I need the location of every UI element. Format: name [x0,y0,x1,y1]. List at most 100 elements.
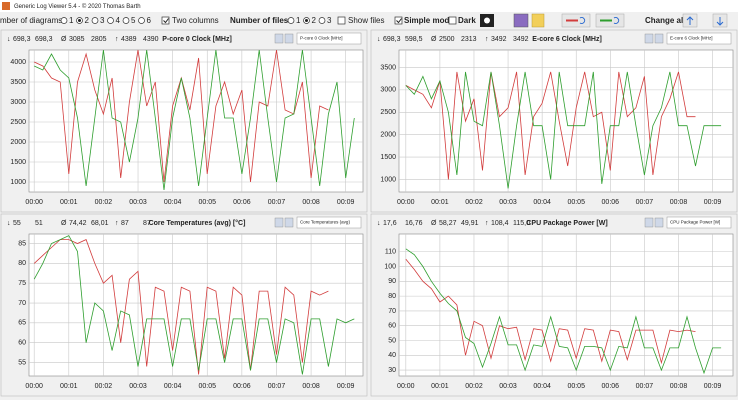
simple-mode-checkbox[interactable] [394,16,403,25]
y-tick-label: 70 [18,300,26,307]
two-columns-label: Two columns [172,16,219,25]
refresh-icon [579,17,586,24]
stat-value: 2805 [91,36,107,43]
stat-symbol: ↓ [377,36,381,43]
x-tick-label: 00:01 [60,383,78,390]
dark-checkbox[interactable] [448,16,457,25]
two-columns-checkbox[interactable] [161,16,170,25]
y-tick-label: 1000 [380,176,396,183]
stat-symbol: ↑ [115,36,119,43]
radio[interactable] [122,17,130,24]
stat-symbol: Ø [431,220,437,227]
series-line [405,248,722,375]
stat-value: 51 [35,220,43,227]
stat-symbol: Ø [431,36,437,43]
x-tick-label: 00:01 [60,199,78,206]
stat-value: 16,76 [405,220,423,227]
y-tick-label: 60 [18,340,26,347]
radio[interactable] [318,17,326,24]
window-title: Generic Log Viewer 5.4 - © 2020 Thomas B… [14,3,141,10]
y-tick-label: 3500 [10,79,26,86]
x-tick-label: 00:05 [567,199,585,206]
stat-value: 58,27 [439,220,457,227]
x-tick-label: 00:09 [704,383,722,390]
x-tick-label: 00:04 [164,199,182,206]
save-button[interactable] [513,13,529,28]
y-tick-label: 75 [18,280,26,287]
refresh-icon [613,17,620,24]
x-tick-label: 00:03 [499,199,517,206]
stat-value: 17,6 [383,220,397,227]
series-line [405,71,696,180]
title-bar [0,0,738,12]
radio[interactable] [107,17,114,24]
radio[interactable] [287,17,295,24]
x-tick-label: 00:06 [233,199,251,206]
y-tick-label: 55 [18,359,26,366]
selector-text: Core Temperatures (avg) [300,220,350,225]
series-selector[interactable] [666,32,732,45]
icon [274,217,284,228]
chart-title: E-core 6 Clock [MHz] [532,36,602,43]
check [163,18,169,24]
stat-value: 698,3 [383,36,401,43]
y-tick-label: 70 [388,308,396,315]
radio[interactable] [91,17,99,24]
y-tick-label: 40 [388,352,396,359]
x-tick-label: 00:07 [636,383,654,390]
x-tick-label: 00:05 [198,199,216,206]
stat-value: 4389 [121,36,137,43]
stat-symbol: ↓ [7,36,11,43]
stat-symbol: ↓ [377,220,381,227]
open-button[interactable] [531,13,545,28]
radio-label: 2 [85,16,90,25]
radio-label: 1 [296,16,301,25]
x-tick-label: 00:06 [233,383,251,390]
x-tick-label: 00:05 [567,383,585,390]
radio[interactable] [60,17,68,24]
x-tick-label: 00:02 [95,199,113,206]
plot-area [398,49,734,193]
camera-icon [484,17,490,24]
x-tick-label: 00:03 [129,383,147,390]
radio[interactable] [138,17,145,24]
icon [644,217,654,228]
stat-symbol: ↑ [115,220,119,227]
stat-value: 2313 [461,36,477,43]
stat-value: 87 [121,220,129,227]
show-files-checkbox[interactable] [337,16,346,25]
y-tick-label: 1000 [10,179,26,186]
y-tick-label: 2000 [10,139,26,146]
x-tick-label: 00:05 [198,383,216,390]
series-line [34,49,355,191]
series-selector[interactable] [666,216,732,229]
y-tick-label: 2000 [380,132,396,139]
radio-dot [78,19,81,22]
x-tick-label: 00:03 [499,383,517,390]
y-tick-label: 100 [384,263,396,270]
icon [284,217,294,228]
chart-title: Core Temperatures (avg) [°C] [149,219,246,227]
icon [654,33,664,44]
series-selector[interactable] [296,216,362,229]
x-tick-label: 00:09 [704,199,722,206]
radio-label: 1 [69,16,74,25]
y-tick-label: 30 [388,367,396,374]
x-tick-label: 00:00 [397,383,415,390]
selector-text: P-core 0 Clock [MHz] [300,36,343,41]
stat-value: 49,91 [461,220,479,227]
series-selector[interactable] [296,32,362,45]
change-all-label: Change all [645,16,685,25]
series-line [405,71,722,189]
icon [654,217,664,228]
radio-label: 3 [100,16,105,25]
app-icon [2,2,10,10]
y-tick-label: 3500 [380,64,396,71]
x-tick-label: 00:08 [302,199,320,206]
y-tick-label: 3000 [10,99,26,106]
chart-title: CPU Package Power [W] [526,220,607,227]
y-tick-label: 110 [385,249,396,256]
stat-value: 3492 [513,36,529,43]
x-tick-label: 00:07 [636,199,654,206]
y-tick-label: 80 [388,293,396,300]
